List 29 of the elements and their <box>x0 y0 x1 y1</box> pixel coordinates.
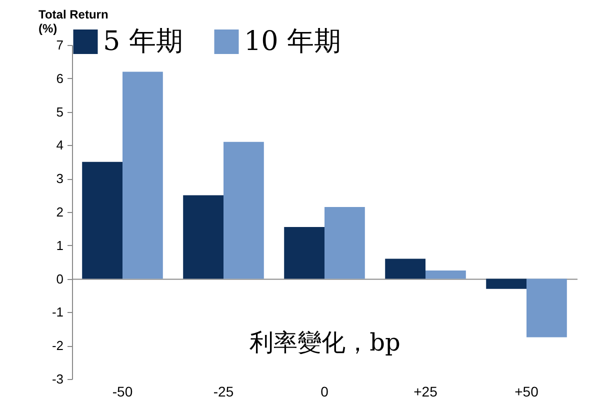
x-tick-label: -25 <box>213 384 234 400</box>
y-tick-label: 1 <box>56 238 64 253</box>
y-tick-label: -3 <box>52 372 64 386</box>
legend-label: 5 年期 <box>103 26 183 57</box>
bar <box>324 206 365 279</box>
y-tick-label: -1 <box>52 304 64 320</box>
bar <box>122 72 163 279</box>
bar <box>183 195 224 279</box>
y-tick-label: 4 <box>56 138 64 153</box>
bar <box>526 278 567 338</box>
x-tick-label: 0 <box>320 384 329 400</box>
legend-label: 10 年期 <box>244 26 341 57</box>
bar <box>284 227 324 279</box>
y-tick-label: 2 <box>56 204 64 220</box>
y-tick-label: 3 <box>56 171 64 186</box>
x-axis-title: 利率變化，bp <box>250 328 400 356</box>
x-tick-label: +25 <box>414 384 438 400</box>
bar <box>82 162 122 279</box>
y-tick-label: 6 <box>56 70 64 86</box>
bar <box>486 278 526 289</box>
y-tick-label: 0 <box>56 271 64 286</box>
bar <box>224 142 264 279</box>
bar <box>426 270 466 279</box>
y-tick-label: 7 <box>56 38 64 52</box>
x-tick-label: +50 <box>514 384 539 400</box>
y-tick-label: -2 <box>52 338 64 354</box>
x-tick-label: -50 <box>112 384 133 400</box>
bar <box>385 258 426 279</box>
y-tick-label: 5 <box>56 104 64 120</box>
